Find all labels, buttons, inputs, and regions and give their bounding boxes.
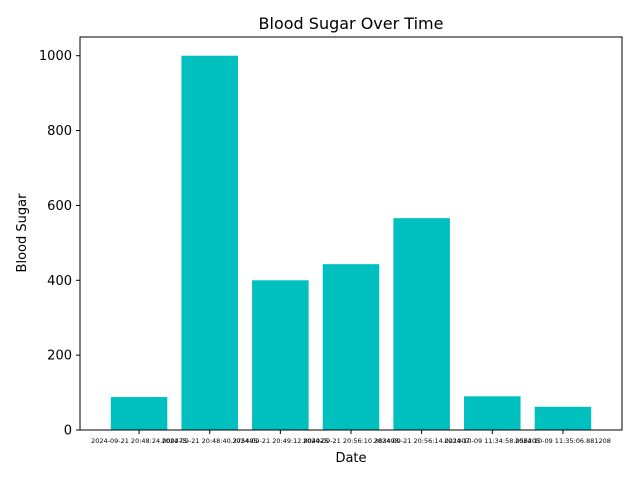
bar-3 — [322, 264, 380, 430]
y-axis-ticks: 0 200 400 600 800 1000 — [39, 49, 80, 439]
y-tick-label-3: 600 — [47, 199, 72, 214]
x-tick-label-2: 2024-09-21 20:49:12.804025 — [232, 437, 328, 445]
bar-0 — [110, 397, 168, 430]
bar-4 — [393, 218, 450, 430]
bars-group — [110, 55, 592, 430]
bar-6 — [534, 406, 592, 430]
y-tick-label-0: 0 — [64, 424, 72, 439]
bar-2 — [252, 280, 309, 430]
y-tick-label-1: 200 — [47, 349, 72, 364]
y-tick-label-5: 1000 — [39, 49, 72, 64]
x-tick-label-3: 2024-09-21 20:56:10.383498 — [303, 437, 399, 445]
y-tick-label-2: 400 — [47, 274, 72, 289]
x-tick-label-1: 2024-09-21 20:48:40.375495 — [162, 437, 258, 445]
y-tick-label-4: 800 — [47, 124, 72, 139]
plot-area-frame — [79, 36, 623, 431]
x-tick-label-6: 2024-10-09 11:35:06.881208 — [515, 437, 611, 445]
x-tick-label-0: 2024-09-21 20:48:24.000275 — [91, 437, 187, 445]
y-axis-label: Blood Sugar — [15, 193, 30, 273]
x-axis-label: Date — [335, 451, 366, 466]
x-tick-label-5: 2024-10-09 11:34:58.056205 — [444, 437, 540, 445]
x-tick-label-4: 2024-09-21 20:56:14.021007 — [374, 437, 470, 445]
chart-title: Blood Sugar Over Time — [259, 14, 444, 33]
bar-1 — [181, 55, 238, 430]
bar-5 — [464, 396, 521, 430]
